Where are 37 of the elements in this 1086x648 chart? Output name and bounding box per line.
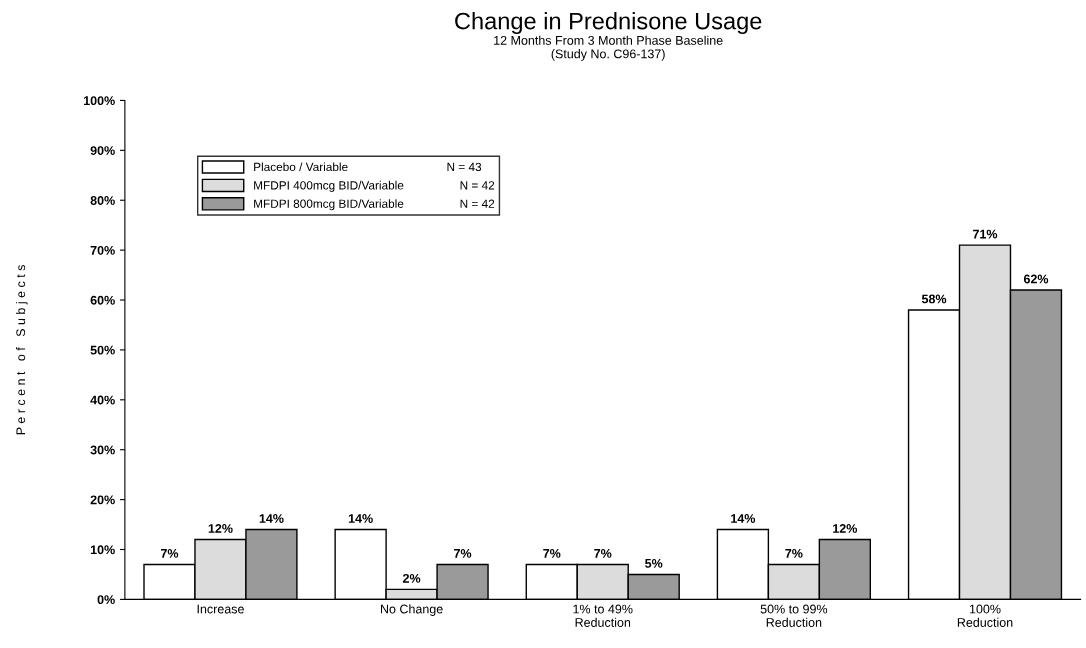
data-label: 14% (259, 514, 284, 523)
y-tick-label: 30% (90, 445, 115, 455)
data-label: 7% (594, 549, 612, 558)
y-tick-label: 100% (83, 96, 115, 106)
data-label: 14% (348, 514, 373, 523)
x-tick-label: 1% to 49% Reduction (573, 604, 633, 627)
data-label: 7% (785, 549, 803, 558)
y-tick-label: 80% (90, 196, 115, 205)
data-label: 58% (921, 294, 947, 304)
legend-label: MFDPI 800mcg BID/Variable N = 42 (254, 199, 495, 211)
x-tick-label: Increase (197, 604, 244, 614)
data-label: 12% (208, 524, 233, 533)
y-tick-label: 20% (90, 495, 115, 505)
y-tick-label: 0% (97, 595, 115, 605)
data-label: 12% (833, 524, 858, 533)
data-label: 7% (543, 549, 561, 558)
y-tick-label: 90% (90, 146, 115, 155)
y-tick-label: 60% (90, 295, 115, 305)
y-tick-label: 40% (90, 395, 115, 405)
chart-title: Change in Prednisone Usage (455, 12, 762, 35)
chart-subtitle: 12 Months From 3 Month Phase Baseline (Study No. C96-137) (494, 35, 723, 61)
data-label: 14% (731, 514, 756, 523)
x-tick-label: No Change (381, 604, 443, 616)
data-label: 5% (645, 558, 663, 568)
y-tick-label: 70% (90, 245, 115, 255)
data-label: 7% (454, 549, 472, 558)
data-label: 62% (1023, 274, 1049, 284)
legend-label: MFDPI 400mcg BID/Variable N = 42 (254, 180, 495, 192)
x-tick-label: 100% Reduction (957, 604, 1013, 627)
data-label: 2% (402, 573, 421, 583)
x-tick-label: 50% to 99% Reduction (760, 604, 828, 627)
legend-label: Placebo / Variable N = 43 (254, 162, 482, 172)
y-tick-label: 50% (90, 345, 115, 355)
data-label: 7% (160, 549, 179, 558)
y-axis-title: P e r c e n t o f S u b j e c t s (15, 265, 28, 435)
y-tick-label: 10% (90, 545, 115, 555)
data-label: 71% (973, 229, 998, 239)
